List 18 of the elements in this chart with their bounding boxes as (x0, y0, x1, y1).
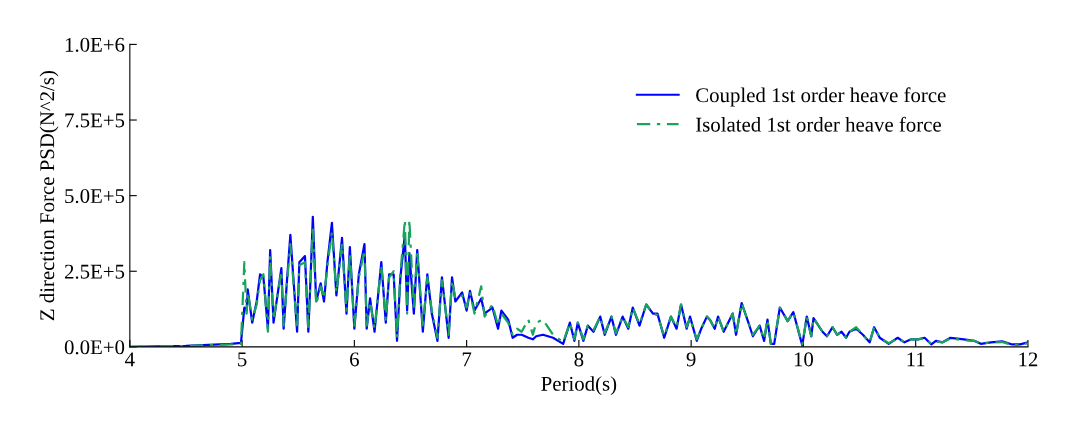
x-tick-label: 10 (794, 352, 814, 367)
y-tick-label: 1.0E+6 (65, 37, 125, 52)
x-tick-label: 4 (125, 352, 135, 367)
x-tick-label: 8 (574, 352, 584, 367)
y-tick-label: 5.0E+5 (65, 189, 125, 204)
x-tick-label: 11 (907, 352, 925, 367)
y-tick-label: 0.0E+0 (64, 340, 125, 355)
legend-label: Coupled 1st order heave force (696, 87, 946, 107)
x-tick-label: 5 (238, 352, 247, 367)
x-tick-label: 6 (350, 352, 359, 367)
x-tick-label: 12 (1019, 352, 1038, 367)
x-axis-title: Period(s) (541, 376, 617, 396)
y-axis-title: Z direction Force PSD(N^2/s) (39, 71, 59, 321)
x-tick-label: 9 (686, 352, 696, 367)
y-tick-label: 7.5E+5 (65, 113, 125, 128)
x-tick-label: 7 (462, 352, 472, 367)
legend-label: Isolated 1st order heave force (696, 116, 941, 132)
y-tick-label: 2.5E+5 (64, 264, 125, 279)
